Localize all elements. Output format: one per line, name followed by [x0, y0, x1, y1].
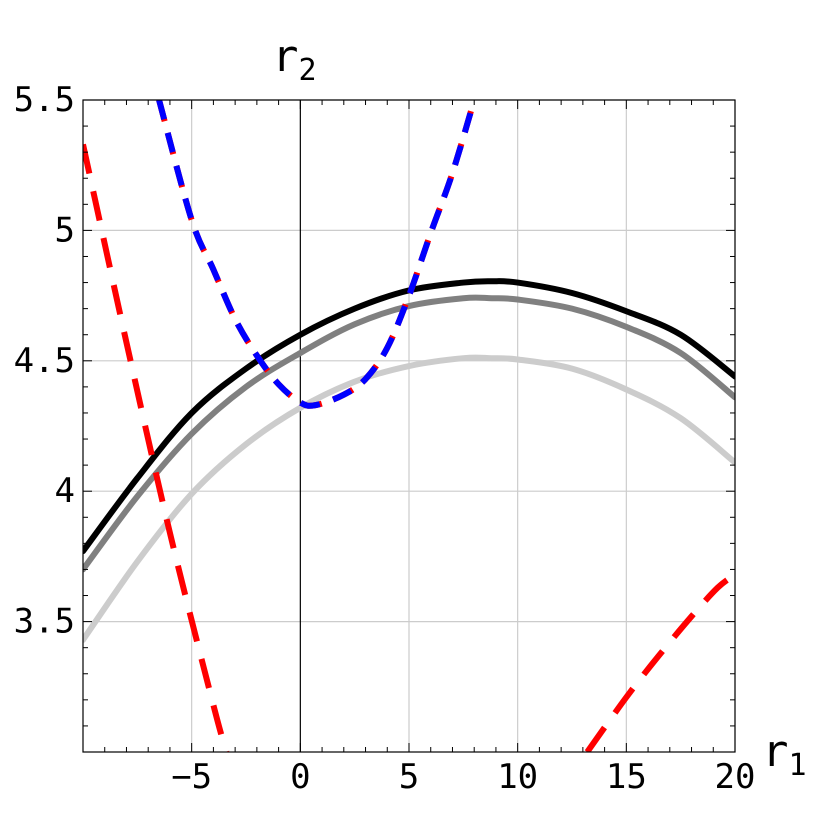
y-tick-label: 4 — [55, 471, 75, 511]
y-tick-label: 5 — [55, 210, 75, 250]
series-line-5 — [584, 572, 735, 752]
x-tick-label: 0 — [290, 757, 310, 797]
y-tick-label: 5.5 — [14, 80, 75, 120]
series-line-4 — [83, 143, 230, 752]
ticks: −5 0 5 10 15 20 3.5 4 4.5 5 5.5 — [14, 80, 756, 797]
series-line-2 — [83, 294, 735, 573]
x-axis-title: r1 — [762, 726, 807, 783]
x-tick-label: 10 — [497, 757, 538, 797]
x-tick-label: 20 — [715, 757, 756, 797]
y-axis-title-sub: 2 — [299, 53, 317, 88]
y-tick-label: 4.5 — [14, 341, 75, 381]
x-tick-label: 5 — [399, 757, 419, 797]
series-line-3 — [83, 278, 735, 555]
series-line-1 — [83, 354, 735, 643]
y-axis-title-main: r — [272, 31, 299, 82]
y-tick-label: 3.5 — [14, 602, 75, 642]
x-axis-title-main: r — [762, 726, 789, 777]
x-tick-label: 15 — [606, 757, 647, 797]
x-axis-title-sub: 1 — [789, 748, 807, 783]
series-line-7 — [156, 100, 478, 409]
y-axis-title: r2 — [272, 31, 317, 88]
x-tick-label: −5 — [171, 757, 212, 797]
series-layer — [83, 100, 735, 752]
